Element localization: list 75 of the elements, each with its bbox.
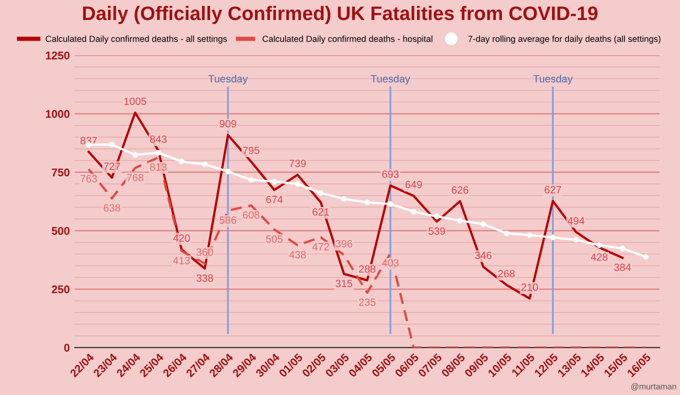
data-label: 768 [126, 174, 144, 182]
data-label: 428 [590, 253, 608, 261]
point [526, 232, 532, 238]
data-label: 693 [382, 170, 399, 178]
y-tick-label: 750 [52, 168, 70, 176]
point [248, 177, 254, 183]
point [550, 234, 556, 240]
data-label: 315 [336, 280, 352, 288]
point [341, 196, 347, 202]
ref-line-label: Tuesday [370, 74, 410, 85]
point [364, 200, 370, 206]
data-label: 843 [150, 135, 167, 143]
y-tick-label: 0 [64, 344, 70, 352]
point [410, 208, 416, 215]
point [434, 214, 440, 220]
y-tick-label: 1000 [46, 110, 70, 118]
point [457, 218, 463, 224]
point [272, 178, 278, 184]
data-label: 396 [336, 240, 352, 248]
y-tick-label: 250 [52, 285, 70, 294]
data-label: 210 [521, 284, 538, 291]
y-tick-label: 500 [52, 226, 70, 235]
chart-title: Daily (Officially Confirmed) UK Fatalities from COVID-19 [83, 6, 598, 24]
data-label: 438 [289, 251, 306, 258]
point [178, 158, 184, 164]
data-label: 621 [312, 208, 329, 216]
data-label: 626 [452, 186, 468, 194]
point [294, 181, 300, 187]
legend-label: Calculated Daily confirmed deaths - all settings [46, 36, 227, 44]
ref-line-label: Tuesday [208, 74, 248, 85]
data-label: 268 [498, 270, 515, 278]
data-label: 586 [220, 216, 236, 224]
data-label: 739 [289, 160, 306, 168]
data-label: 1005 [124, 98, 146, 105]
data-label: 505 [266, 235, 283, 243]
legend-label: Calculated Daily confirmed deaths - hospital [262, 36, 432, 44]
data-label: 472 [312, 243, 329, 250]
data-label: 608 [243, 211, 260, 219]
point [132, 152, 138, 158]
data-label: 763 [80, 175, 97, 182]
point [109, 142, 115, 148]
point [202, 161, 208, 168]
text: @murtaman [631, 383, 676, 390]
data-label: 360 [196, 248, 214, 256]
data-label: 288 [359, 265, 376, 273]
data-label: 627 [544, 186, 562, 194]
point [573, 237, 579, 243]
point [388, 201, 394, 207]
data-label: 384 [614, 264, 631, 272]
data-label: 346 [474, 252, 492, 260]
data-label: 235 [359, 298, 376, 306]
point [620, 246, 626, 252]
data-label: 338 [196, 274, 213, 282]
ref-line-label: Tuesday [533, 74, 573, 85]
data-label: 727 [104, 162, 120, 170]
legend-label: 7-day rolling average for daily deaths (all settings) [468, 36, 660, 44]
data-label: 638 [104, 204, 120, 212]
data-label: 413 [173, 256, 190, 264]
point [480, 221, 486, 227]
data-label: 539 [428, 227, 446, 235]
data-label: 420 [173, 234, 190, 242]
data-label: 649 [405, 180, 422, 188]
data-label: 909 [220, 120, 236, 128]
point [642, 254, 648, 260]
data-label: 494 [568, 217, 584, 224]
point [596, 242, 602, 248]
data-label: 813 [150, 163, 167, 171]
y-tick-label: 1250 [46, 52, 70, 60]
data-label: 403 [382, 259, 399, 267]
point [156, 150, 162, 156]
point [225, 168, 231, 174]
data-label: 674 [266, 196, 283, 204]
data-label: 795 [243, 146, 260, 154]
point [318, 190, 324, 196]
point [504, 230, 510, 236]
